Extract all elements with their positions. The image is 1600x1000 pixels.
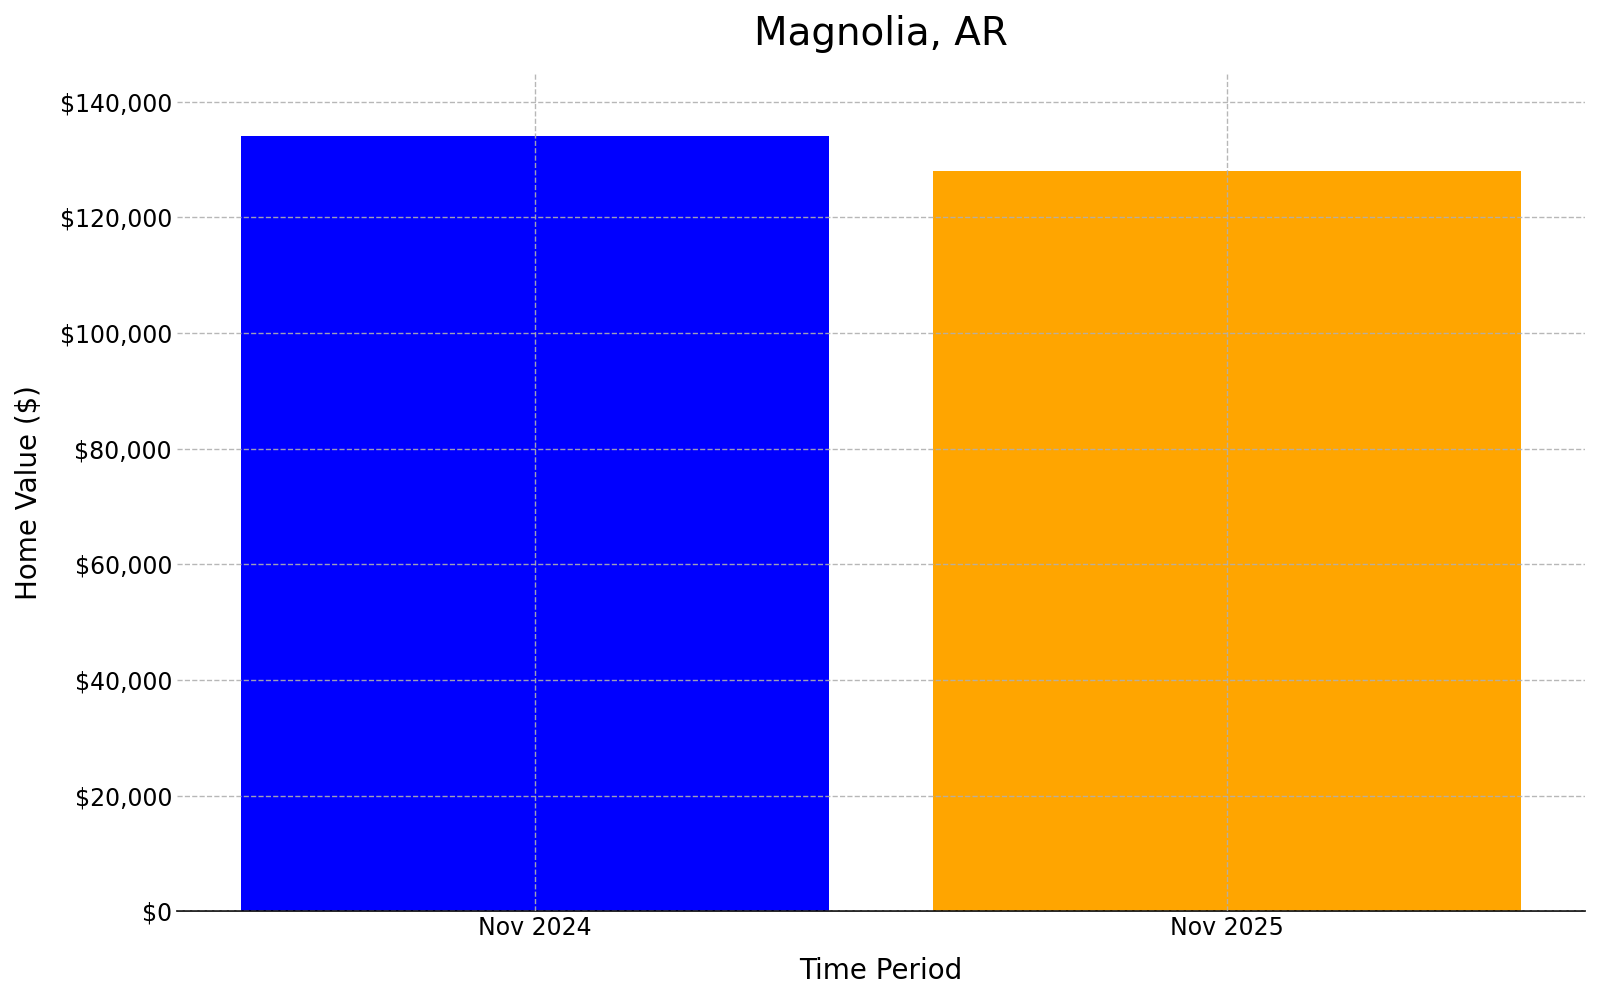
X-axis label: Time Period: Time Period [800, 957, 963, 985]
Bar [933, 171, 1522, 911]
Y-axis label: Home Value ($): Home Value ($) [14, 385, 43, 600]
Title: Magnolia, AR: Magnolia, AR [754, 15, 1008, 53]
Bar [242, 136, 829, 911]
